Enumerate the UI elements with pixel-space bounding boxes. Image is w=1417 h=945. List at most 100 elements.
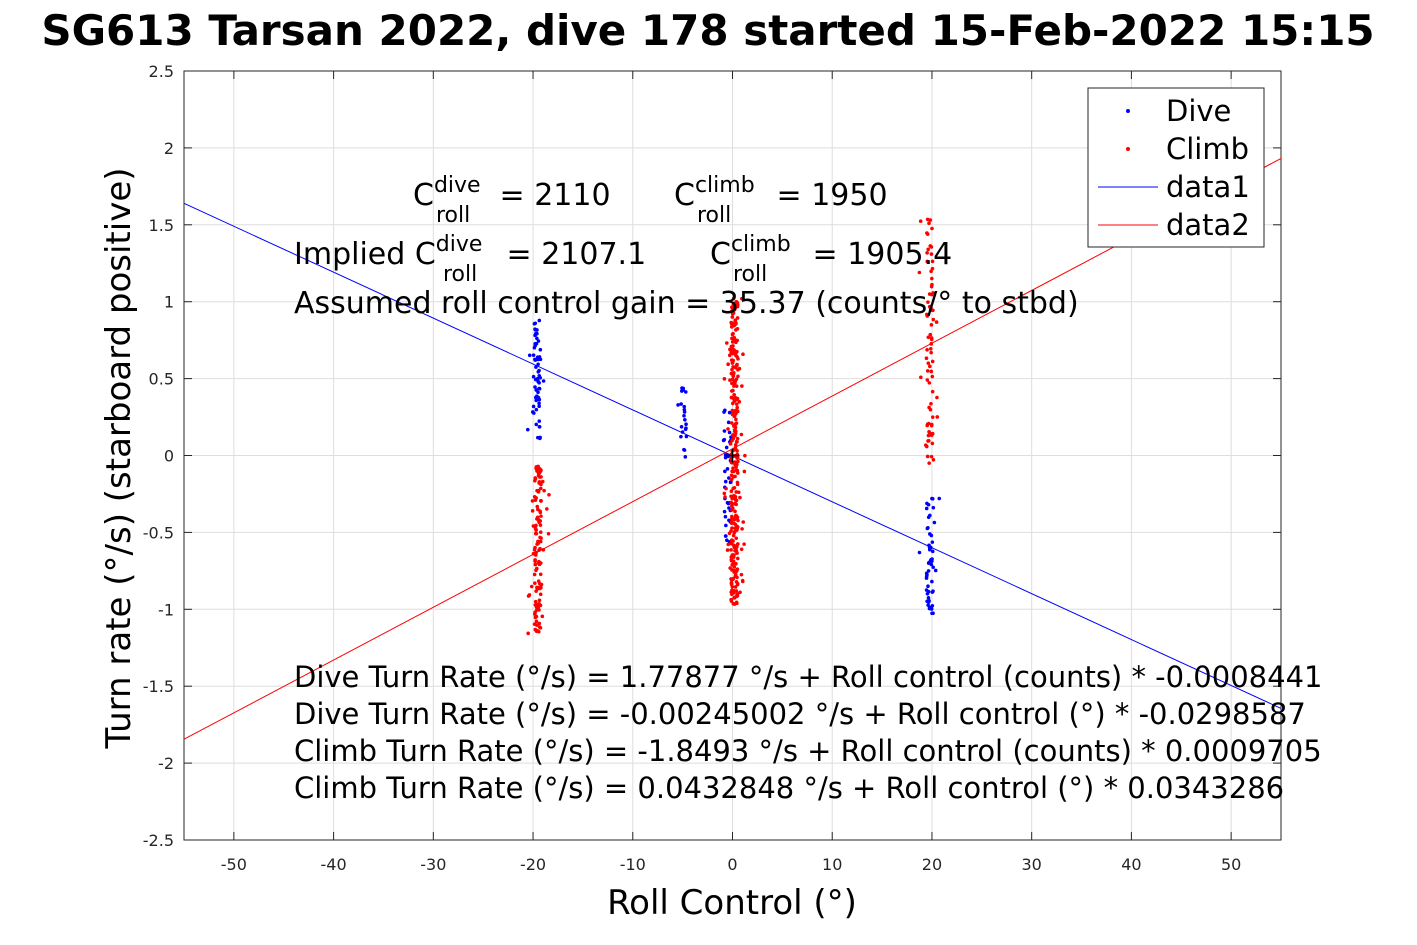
point-dive [527, 353, 532, 358]
point-climb [925, 251, 929, 255]
point-climb [537, 621, 542, 626]
point-climb [732, 496, 737, 500]
point-climb [732, 424, 737, 428]
point-climb [734, 397, 739, 402]
point-climb [533, 478, 537, 483]
point-climb [535, 515, 540, 520]
point-climb [734, 411, 738, 416]
y-tick-label: 0.5 [149, 370, 174, 389]
point-dive [532, 345, 537, 350]
point-climb [731, 388, 735, 393]
point-dive [683, 455, 688, 459]
point-dive [722, 437, 727, 442]
legend-marker-climb [1126, 147, 1130, 151]
point-climb [929, 350, 933, 355]
point-climb [733, 443, 738, 447]
point-climb [537, 520, 541, 524]
point-climb [537, 581, 542, 586]
implied-climb-annotation: Cclimb roll = 1905.4 [710, 232, 952, 287]
point-dive [930, 579, 934, 584]
equation-climb-counts: Climb Turn Rate (°/s) = -1.8493 °/s + Ro… [294, 734, 1322, 768]
y-tick-label: -0.5 [143, 523, 174, 542]
legend-label: data2 [1166, 208, 1250, 242]
point-dive [931, 505, 936, 510]
point-dive [937, 496, 942, 501]
point-climb [533, 526, 538, 531]
point-climb [730, 367, 734, 372]
point-climb [530, 499, 535, 503]
point-climb [728, 378, 732, 382]
point-dive [536, 390, 540, 395]
point-climb [929, 323, 934, 327]
point-climb [928, 346, 933, 351]
point-climb [737, 400, 742, 404]
point-climb [927, 381, 932, 385]
point-climb [923, 443, 928, 447]
x-tick-label: -30 [420, 855, 446, 874]
point-climb [925, 422, 930, 426]
point-climb [539, 585, 543, 590]
legend-label: Dive [1166, 94, 1231, 128]
point-climb [925, 347, 929, 352]
gain-annotation: Assumed roll control gain = 35.37 (count… [294, 286, 1079, 321]
point-dive [531, 353, 536, 357]
point-climb [740, 579, 745, 584]
point-dive [932, 520, 937, 525]
point-climb [538, 592, 543, 597]
point-climb [734, 536, 739, 541]
point-climb [926, 335, 931, 340]
legend: Dive Climb data1 data2 [1087, 87, 1265, 248]
point-climb [539, 514, 543, 518]
point-climb [734, 579, 739, 584]
point-dive [930, 497, 935, 501]
point-dive [533, 332, 538, 336]
point-climb [535, 608, 539, 612]
point-climb [538, 546, 542, 551]
point-climb [532, 622, 537, 626]
point-climb [735, 468, 740, 473]
point-climb [724, 341, 729, 345]
point-climb [926, 361, 931, 365]
point-climb [534, 619, 539, 624]
point-climb [733, 429, 738, 433]
point-climb [935, 415, 940, 419]
point-dive [537, 401, 541, 406]
point-climb [929, 284, 934, 289]
point-dive [931, 565, 935, 570]
point-climb [736, 542, 740, 546]
point-climb [722, 491, 727, 496]
point-climb [736, 459, 740, 464]
y-tick-label: 1.5 [149, 216, 174, 235]
point-climb [731, 303, 736, 307]
point-climb [734, 384, 739, 388]
point-dive [924, 506, 929, 511]
point-dive [930, 611, 934, 616]
point-dive [727, 410, 732, 415]
y-axis-label: Turn rate (°/s) (starboard positive) [99, 167, 139, 749]
y-tick-label: 1 [164, 293, 174, 312]
point-climb [931, 457, 936, 462]
point-climb [538, 530, 543, 534]
point-climb [734, 439, 739, 444]
point-climb [919, 375, 923, 380]
point-dive [535, 377, 540, 381]
point-climb [734, 328, 738, 332]
point-climb [537, 481, 541, 485]
point-climb [537, 602, 541, 606]
point-dive [533, 395, 538, 400]
point-climb [536, 541, 540, 546]
legend-label: data1 [1166, 170, 1250, 204]
point-climb [728, 442, 733, 446]
point-climb [740, 384, 744, 388]
point-climb [726, 427, 730, 431]
point-climb [929, 252, 934, 256]
point-climb [538, 523, 543, 527]
point-dive [682, 407, 687, 412]
x-tick-label: 0 [727, 855, 737, 874]
point-climb [730, 315, 735, 319]
x-tick-label: 30 [1022, 855, 1042, 874]
point-climb [729, 541, 734, 546]
point-dive [537, 318, 542, 323]
point-dive [533, 341, 538, 346]
point-climb [722, 377, 727, 381]
